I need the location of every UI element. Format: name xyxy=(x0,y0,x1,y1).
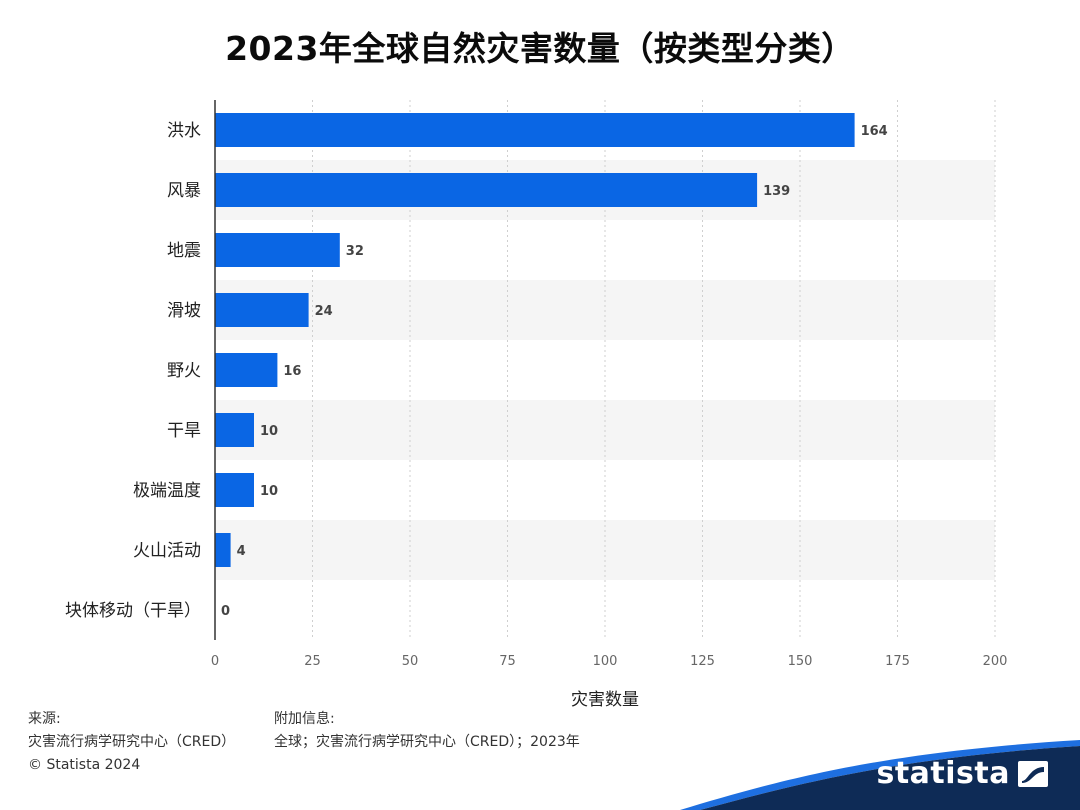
category-label: 野火 xyxy=(167,361,201,381)
value-label: 164 xyxy=(861,124,888,139)
info-text: 全球；灾害流行病学研究中心（CRED）；2023年 xyxy=(274,734,580,750)
bar xyxy=(215,413,254,447)
bar xyxy=(215,173,758,207)
source-block: 来源: 灾害流行病学研究中心（CRED） © Statista 2024 xyxy=(28,708,235,777)
category-label: 风暴 xyxy=(167,181,201,201)
source-heading: 来源: xyxy=(28,711,61,727)
x-tick-label: 50 xyxy=(402,654,419,669)
brand[interactable]: statista xyxy=(876,756,1048,791)
x-tick-label: 150 xyxy=(788,654,813,669)
x-tick-label: 25 xyxy=(304,654,321,669)
x-tick-label: 175 xyxy=(885,654,910,669)
x-tick-label: 125 xyxy=(690,654,715,669)
category-label: 干旱 xyxy=(167,421,201,441)
value-label: 24 xyxy=(315,304,333,319)
bar xyxy=(215,233,340,267)
value-label: 139 xyxy=(763,184,790,199)
bar xyxy=(215,533,231,567)
bar xyxy=(215,113,855,147)
x-tick-label: 0 xyxy=(211,654,219,669)
category-label: 块体移动（干旱） xyxy=(65,601,201,621)
info-heading: 附加信息: xyxy=(274,711,335,727)
category-label: 洪水 xyxy=(167,121,201,141)
bar xyxy=(215,353,278,387)
value-label: 4 xyxy=(237,544,246,559)
value-label: 32 xyxy=(346,244,364,259)
x-axis-title: 灾害数量 xyxy=(571,690,639,710)
brand-name: statista xyxy=(876,756,1010,791)
value-label: 0 xyxy=(221,604,230,619)
chart-title: 2023年全球自然灾害数量（按类型分类） xyxy=(225,29,855,68)
source-text: 灾害流行病学研究中心（CRED） xyxy=(28,734,236,750)
bar xyxy=(215,473,254,507)
statista-logo-icon xyxy=(1018,760,1048,787)
copyright: © Statista 2024 xyxy=(28,757,141,773)
category-label: 滑坡 xyxy=(167,301,201,321)
category-label: 极端温度 xyxy=(133,481,201,501)
value-label: 10 xyxy=(260,484,278,499)
value-label: 10 xyxy=(260,424,278,439)
x-tick-label: 100 xyxy=(593,654,618,669)
bar xyxy=(215,293,309,327)
x-tick-label: 200 xyxy=(983,654,1008,669)
info-block: 附加信息: 全球；灾害流行病学研究中心（CRED）；2023年 xyxy=(274,708,580,754)
category-label: 火山活动 xyxy=(133,541,201,561)
value-label: 16 xyxy=(283,364,301,379)
x-tick-label: 75 xyxy=(499,654,516,669)
category-label: 地震 xyxy=(167,241,201,261)
